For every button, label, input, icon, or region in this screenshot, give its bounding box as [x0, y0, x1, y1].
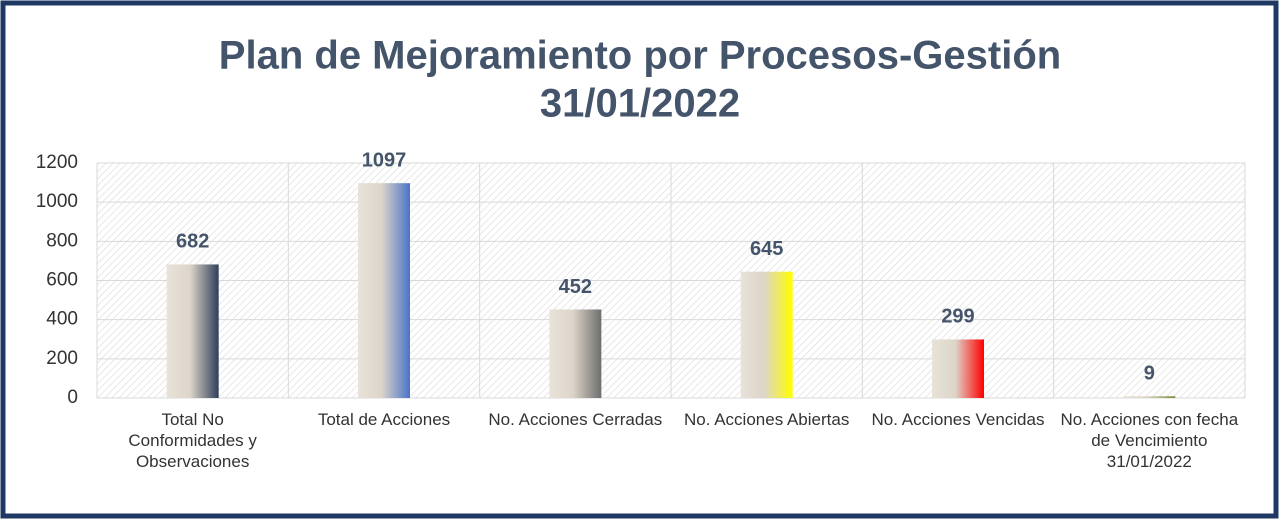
bar	[166, 264, 219, 398]
bar	[740, 271, 793, 398]
bar	[1123, 396, 1176, 398]
chart-title: Plan de Mejoramiento por Procesos-Gestió…	[219, 34, 1061, 78]
x-tick-label: No. Acciones Abiertas	[683, 410, 850, 429]
value-label: 452	[559, 276, 592, 298]
y-tick-label: 400	[46, 309, 78, 330]
y-tick-label: 600	[46, 270, 78, 291]
x-tick-label: No. Acciones Vencidas	[871, 410, 1045, 429]
x-tick-label: Total de Acciones	[317, 410, 451, 429]
value-label: 682	[176, 231, 209, 253]
bar	[358, 183, 410, 398]
y-tick-label: 200	[46, 348, 78, 369]
y-tick-label: 1000	[36, 191, 78, 212]
value-label: 645	[750, 238, 783, 260]
bar	[549, 309, 602, 398]
bar	[932, 339, 984, 398]
value-label: 299	[941, 306, 974, 328]
y-tick-label: 800	[46, 230, 78, 251]
chart-title: 31/01/2022	[540, 82, 740, 126]
value-label: 9	[1144, 363, 1155, 385]
x-tick-label: No. Acciones con fecha de Vencimiento 31…	[1060, 410, 1239, 471]
y-tick-label: 0	[67, 387, 78, 408]
x-tick-label: Total No Conformidades y Observaciones	[128, 410, 257, 471]
y-tick-label: 1200	[36, 152, 78, 173]
x-tick-label: No. Acciones Cerradas	[488, 410, 663, 429]
value-label: 1097	[362, 149, 407, 171]
